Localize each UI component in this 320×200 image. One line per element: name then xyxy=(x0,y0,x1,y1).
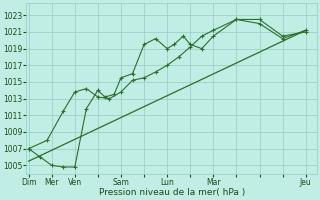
X-axis label: Pression niveau de la mer( hPa ): Pression niveau de la mer( hPa ) xyxy=(99,188,245,197)
